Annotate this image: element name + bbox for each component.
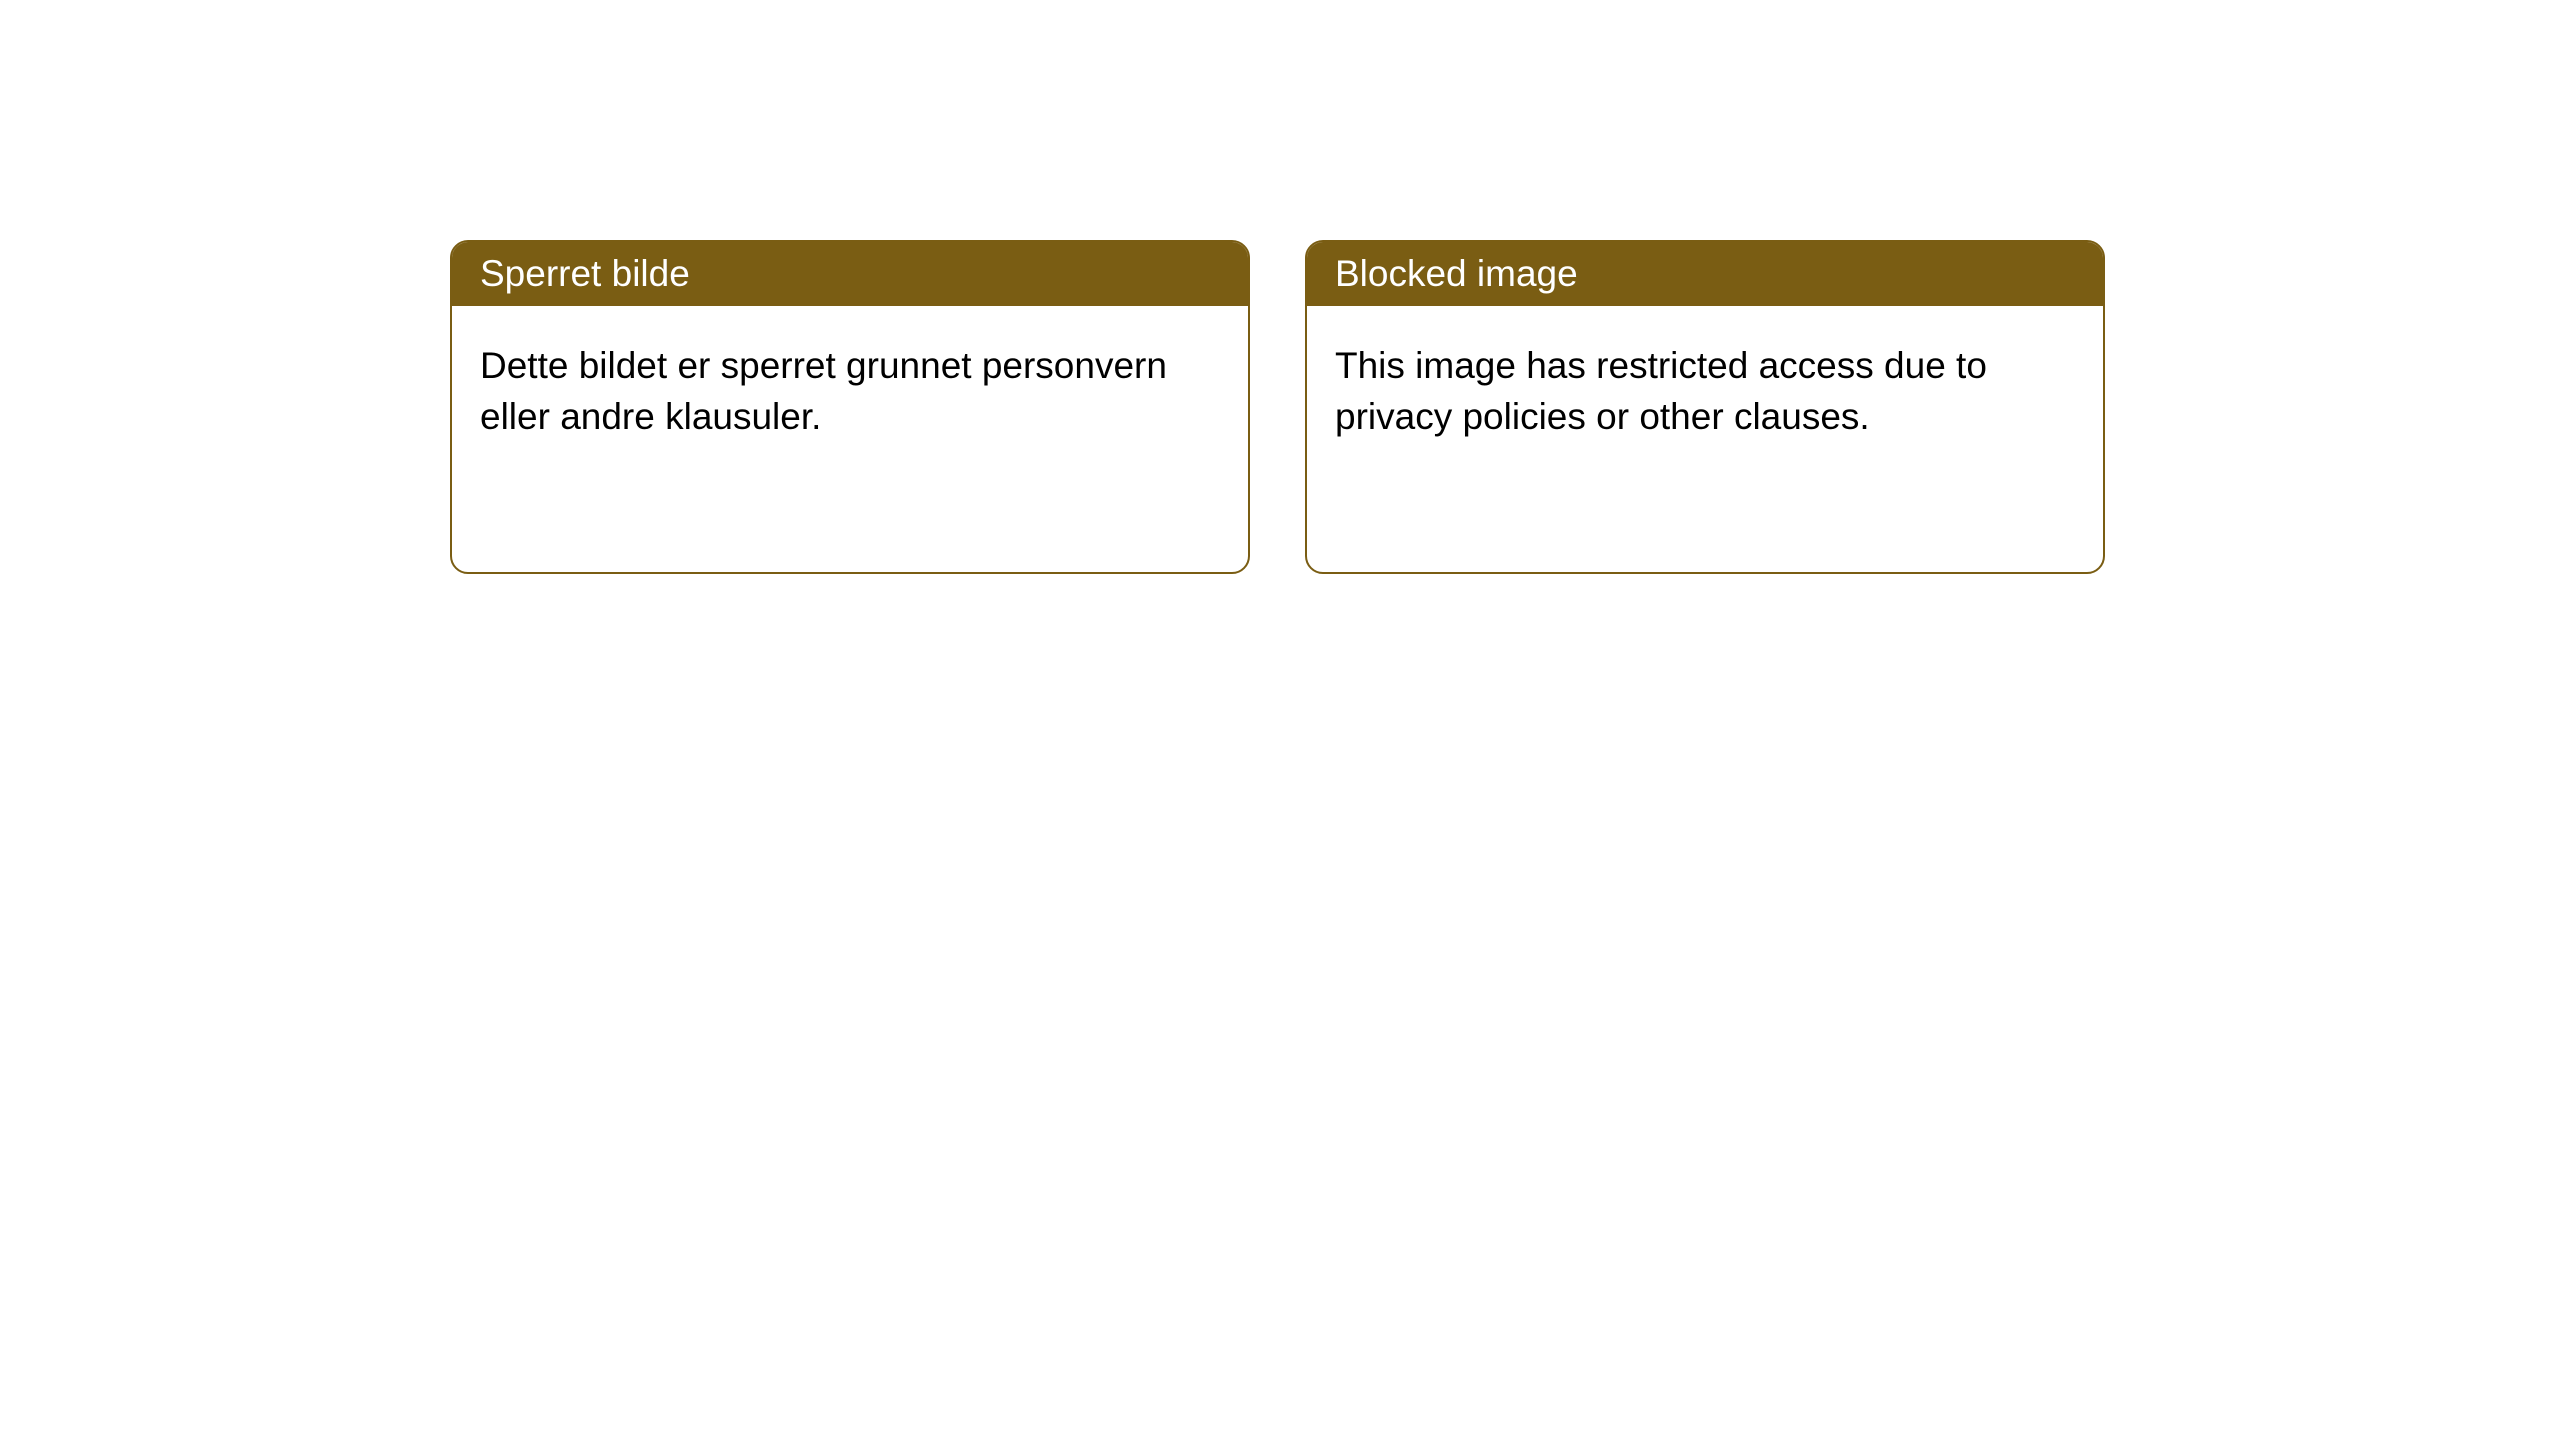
notice-header: Blocked image [1307,242,2103,306]
notice-message: Dette bildet er sperret grunnet personve… [480,345,1167,437]
notice-title: Blocked image [1335,253,1578,294]
notice-body: Dette bildet er sperret grunnet personve… [452,306,1248,476]
notice-container: Sperret bilde Dette bildet er sperret gr… [0,0,2560,574]
notice-body: This image has restricted access due to … [1307,306,2103,476]
notice-card-english: Blocked image This image has restricted … [1305,240,2105,574]
notice-header: Sperret bilde [452,242,1248,306]
notice-card-norwegian: Sperret bilde Dette bildet er sperret gr… [450,240,1250,574]
notice-title: Sperret bilde [480,253,690,294]
notice-message: This image has restricted access due to … [1335,345,1987,437]
